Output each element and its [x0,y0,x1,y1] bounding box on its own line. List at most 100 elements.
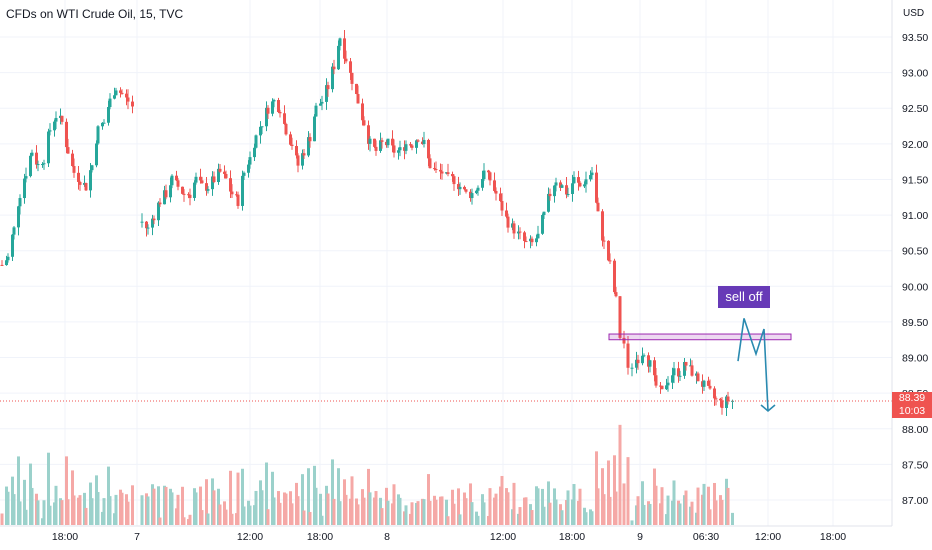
volume-bar [332,498,336,525]
candle-body [176,180,180,187]
candle-body [350,72,354,84]
candle-body [584,179,588,185]
volume-bar [302,510,306,525]
candle-body [696,373,700,382]
sell-zone-rect [608,333,792,341]
candle-body [53,121,56,131]
candle-body [553,185,556,197]
volume-bar [200,510,204,525]
candle-body [488,172,492,181]
candle-body [362,120,366,126]
candle-body [433,168,436,170]
projection-path [737,318,769,412]
candle-body [677,368,680,377]
candle-body [187,194,190,196]
volume-bar [614,491,618,525]
candle-body [416,140,420,142]
volume-bar [314,487,318,525]
volume-bar [630,520,634,525]
candle-body [386,138,390,146]
candle-body [678,375,682,377]
volume-bar [536,488,540,525]
candle-body [451,174,454,177]
candle-body [277,100,280,112]
candle-body [409,144,412,146]
candle-body [164,190,168,198]
volume-bar [642,504,646,525]
candle-body [559,182,562,188]
candle-body [217,168,220,183]
volume-bar [566,490,570,525]
y-tick-label: 87.00 [902,495,928,507]
volume-bar [554,499,558,525]
volume-bar [707,486,710,525]
candle-body [284,123,288,135]
annotations [0,318,892,413]
candle-body [119,90,122,93]
candle-body [181,186,184,194]
volume-bar [272,497,276,525]
volume-bar [229,470,232,525]
y-tick-label: 91.00 [902,210,928,222]
volume-bar [254,490,258,525]
price-axis[interactable]: 93.50 93.00 92.50 92.00 91.50 91.00 90.50 90.00… [902,32,928,507]
volume-bar [410,502,414,525]
volume-bar [476,515,480,525]
candle-body [0,264,4,266]
volume-bar [702,483,706,525]
candle-body [36,164,40,166]
volume-bar [602,494,606,525]
candle-body [319,103,322,106]
volume-bar [42,500,46,525]
candle-body [259,126,262,136]
grid [0,0,892,526]
candle-body [113,95,116,99]
volume-bar [331,459,334,525]
candle-body [200,180,204,184]
candle-body [253,147,256,158]
candle-body [566,193,570,195]
candle-body [6,256,10,261]
volume-bar [428,500,432,525]
candle-body [683,362,686,376]
candle-body [602,240,606,242]
candle-body [666,382,670,386]
candle-body [337,45,340,70]
candle-body [457,184,460,190]
volume-bar [278,502,282,525]
candle-body [635,359,638,368]
time-axis[interactable]: 18:00 7 12:00 18:00 8 12:00 18:00 9 06:30 12:00 18… [52,531,846,543]
candle-body [506,216,510,228]
candle-body [224,173,228,179]
candle-body [374,146,378,151]
candle-body [5,260,8,266]
candle-body [289,134,292,145]
candle-body [524,241,528,243]
candle-body [343,38,346,59]
candle-body [212,176,216,183]
volume-bar [65,456,68,525]
candle-body [296,155,300,166]
candle-body [470,193,474,199]
volume-bar [131,485,134,525]
volume-bar [36,500,40,525]
y-tick-label: 87.50 [902,459,928,471]
volume-bar [266,509,270,525]
candle-body [230,191,234,195]
candle-body [42,163,46,165]
candle-body [182,193,186,195]
candle-body [368,138,372,144]
volume-bar [696,487,700,525]
candle-body [535,238,538,243]
candle-body [726,396,730,402]
volume-bar [708,509,712,525]
candle-body [572,177,576,184]
x-tick-label: 18:00 [820,531,846,543]
volume-bar [356,504,360,525]
candle-body [654,375,658,386]
candle-body [463,186,466,190]
volume-bar [482,502,486,525]
volume-bar [590,511,594,525]
chart-title: CFDs on WTI Crude Oil, 15, TVC [6,7,184,21]
